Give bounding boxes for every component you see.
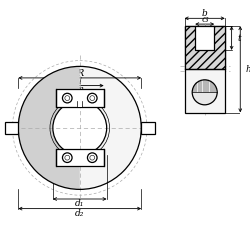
Circle shape — [62, 153, 72, 162]
Text: d₁: d₁ — [75, 199, 85, 208]
Circle shape — [88, 93, 97, 103]
Text: d₂: d₂ — [75, 209, 85, 218]
Circle shape — [88, 153, 97, 162]
Bar — [141, 122, 155, 134]
Circle shape — [90, 96, 95, 100]
Text: R: R — [76, 68, 84, 78]
Text: b: b — [202, 9, 207, 18]
Circle shape — [62, 93, 72, 103]
Circle shape — [192, 80, 217, 105]
Bar — [195, 26, 214, 50]
Bar — [184, 26, 225, 113]
Text: G: G — [201, 16, 208, 24]
Text: m: m — [76, 86, 84, 94]
Circle shape — [65, 96, 70, 100]
Bar — [184, 26, 225, 69]
Circle shape — [65, 155, 70, 160]
Bar — [56, 149, 104, 166]
Circle shape — [18, 66, 141, 190]
Text: l: l — [78, 77, 81, 86]
Bar — [56, 90, 104, 107]
Bar — [77, 101, 82, 107]
Wedge shape — [18, 66, 80, 190]
Text: h: h — [246, 65, 250, 74]
Text: t: t — [237, 34, 241, 42]
Circle shape — [90, 155, 95, 160]
Circle shape — [53, 101, 107, 155]
Bar — [5, 122, 18, 134]
